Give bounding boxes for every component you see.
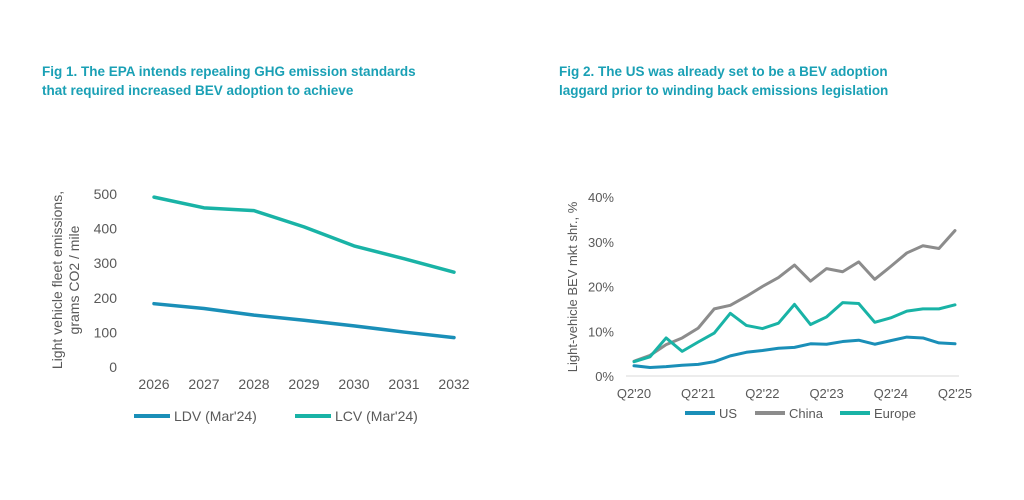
- fig2-xtick-label: Q2'23: [809, 386, 843, 401]
- fig1-ytick-label: 200: [94, 290, 118, 306]
- fig2-title: Fig 2. The US was already set to be a BE…: [559, 62, 979, 100]
- fig2-legend-label-europe: Europe: [874, 406, 916, 421]
- fig1-ytick-label: 300: [94, 255, 118, 271]
- fig1-ytick-label: 400: [94, 221, 118, 237]
- fig2-series-line-us: [632, 335, 957, 369]
- fig2-legend-label-us: US: [719, 406, 737, 421]
- fig1-xtick-label: 2027: [188, 376, 219, 392]
- fig2-ytick-label: 0%: [595, 369, 614, 384]
- fig1-xtick-label: 2032: [438, 376, 469, 392]
- fig1-series-line-lcv-mar-24: [152, 195, 456, 274]
- fig1-ylabel-line2: grams CO2 / mile: [66, 225, 82, 334]
- fig2-title-line1: Fig 2. The US was already set to be a BE…: [559, 64, 888, 79]
- fig2-xtick-label: Q2'22: [745, 386, 779, 401]
- fig1-xtick-label: 2026: [138, 376, 169, 392]
- fig2-xtick-label: Q2'21: [681, 386, 715, 401]
- fig1-legend-label-lcv-mar-24: LCV (Mar'24): [335, 408, 418, 424]
- fig2-title-line2: laggard prior to winding back emissions …: [559, 83, 889, 98]
- fig1-title-line1: Fig 1. The EPA intends repealing GHG emi…: [42, 64, 416, 79]
- fig1-ytick-label: 0: [109, 359, 117, 375]
- fig1-ytick-label: 500: [94, 186, 118, 202]
- fig2-ylabel: Light-vehicle BEV mkt shr., %: [565, 201, 580, 372]
- fig1-ylabel-line1: Light vehicle fleet emissions,: [49, 191, 65, 369]
- fig2-xtick-label: Q2'25: [938, 386, 972, 401]
- fig1-title: Fig 1. The EPA intends repealing GHG emi…: [42, 62, 502, 100]
- fig2-series-line-china: [632, 229, 957, 363]
- fig2-xtick-label: Q2'20: [617, 386, 651, 401]
- fig1-title-line2: that required increased BEV adoption to …: [42, 83, 354, 98]
- fig2-ytick-label: 20%: [588, 280, 614, 295]
- fig1-series-line-ldv-mar-24: [152, 301, 456, 340]
- fig2-ytick-label: 10%: [588, 324, 614, 339]
- fig2-ytick-label: 30%: [588, 235, 614, 250]
- fig2-legend-label-china: China: [789, 406, 824, 421]
- fig1-ytick-label: 100: [94, 324, 118, 340]
- fig2-xtick-label: Q2'24: [874, 386, 908, 401]
- fig2-series-line-europe: [632, 301, 957, 364]
- fig1-xtick-label: 2028: [238, 376, 269, 392]
- fig1-xtick-label: 2031: [388, 376, 419, 392]
- fig1-xtick-label: 2029: [288, 376, 319, 392]
- fig2-ytick-label: 40%: [588, 190, 614, 205]
- fig1-xtick-label: 2030: [338, 376, 369, 392]
- fig1-legend-label-ldv-mar-24: LDV (Mar'24): [174, 408, 257, 424]
